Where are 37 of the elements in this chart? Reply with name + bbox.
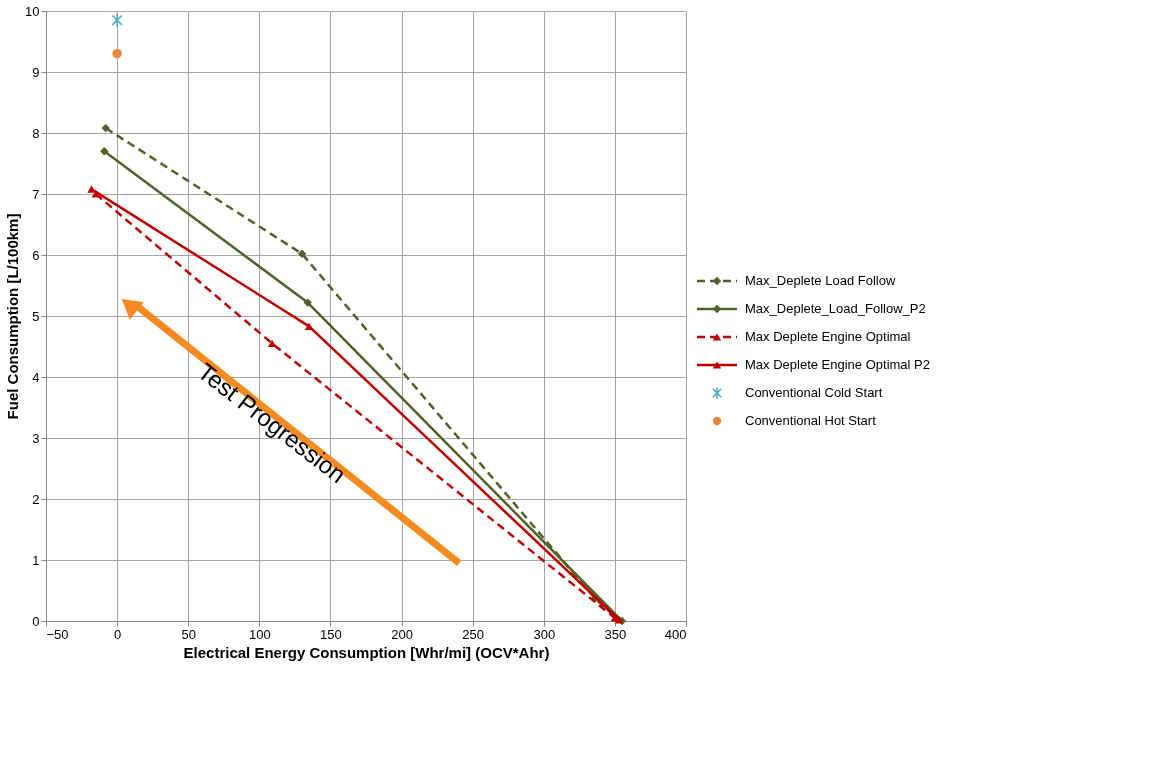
y-tick-label: 3 — [32, 430, 40, 446]
x-tick-label: 50 — [181, 626, 196, 642]
legend-label: Max Deplete Engine Optimal P2 — [745, 357, 930, 372]
legend-label: Max_Deplete Load Follow — [745, 273, 896, 288]
y-tick-label: 9 — [32, 64, 40, 80]
y-tick-label: 0 — [32, 613, 40, 629]
y-tick-label: 5 — [32, 308, 40, 324]
y-axis-title: Fuel Consumption [L/100km] — [4, 213, 22, 420]
x-tick-label: −50 — [46, 626, 69, 642]
x-tick-label: 0 — [113, 626, 122, 642]
point — [112, 48, 122, 59]
legend-label: Conventional Cold Start — [745, 385, 883, 400]
y-tick-label: 1 — [32, 552, 40, 568]
y-tick-label: 6 — [32, 247, 40, 263]
x-axis-title: Electrical Energy Consumption [Whr/mi] (OCV*Ahr) — [183, 643, 550, 661]
y-tick-label: 10 — [25, 3, 40, 19]
point — [100, 147, 109, 156]
x-tick-label: 300 — [533, 626, 556, 642]
y-tick-label: 7 — [32, 186, 40, 202]
legend-label: Conventional Hot Start — [745, 413, 877, 428]
point — [87, 185, 96, 193]
y-tick-label: 2 — [32, 491, 40, 507]
point — [303, 298, 312, 307]
point — [111, 13, 123, 28]
x-tick-label: 150 — [320, 626, 342, 642]
legend-label: Max_Deplete_Load_Follow_P2 — [745, 301, 926, 316]
x-tick-label: 400 — [664, 626, 687, 642]
point — [304, 322, 314, 330]
legend-label: Max Deplete Engine Optimal — [745, 329, 911, 344]
x-tick-label: 200 — [391, 626, 413, 642]
x-tick-label: 100 — [248, 626, 271, 642]
x-tick-label: 350 — [604, 626, 627, 642]
y-tick-label: 4 — [32, 369, 40, 385]
point — [101, 123, 110, 133]
y-tick-label: 8 — [32, 125, 40, 141]
x-tick-label: 250 — [462, 626, 485, 642]
point — [297, 249, 307, 258]
